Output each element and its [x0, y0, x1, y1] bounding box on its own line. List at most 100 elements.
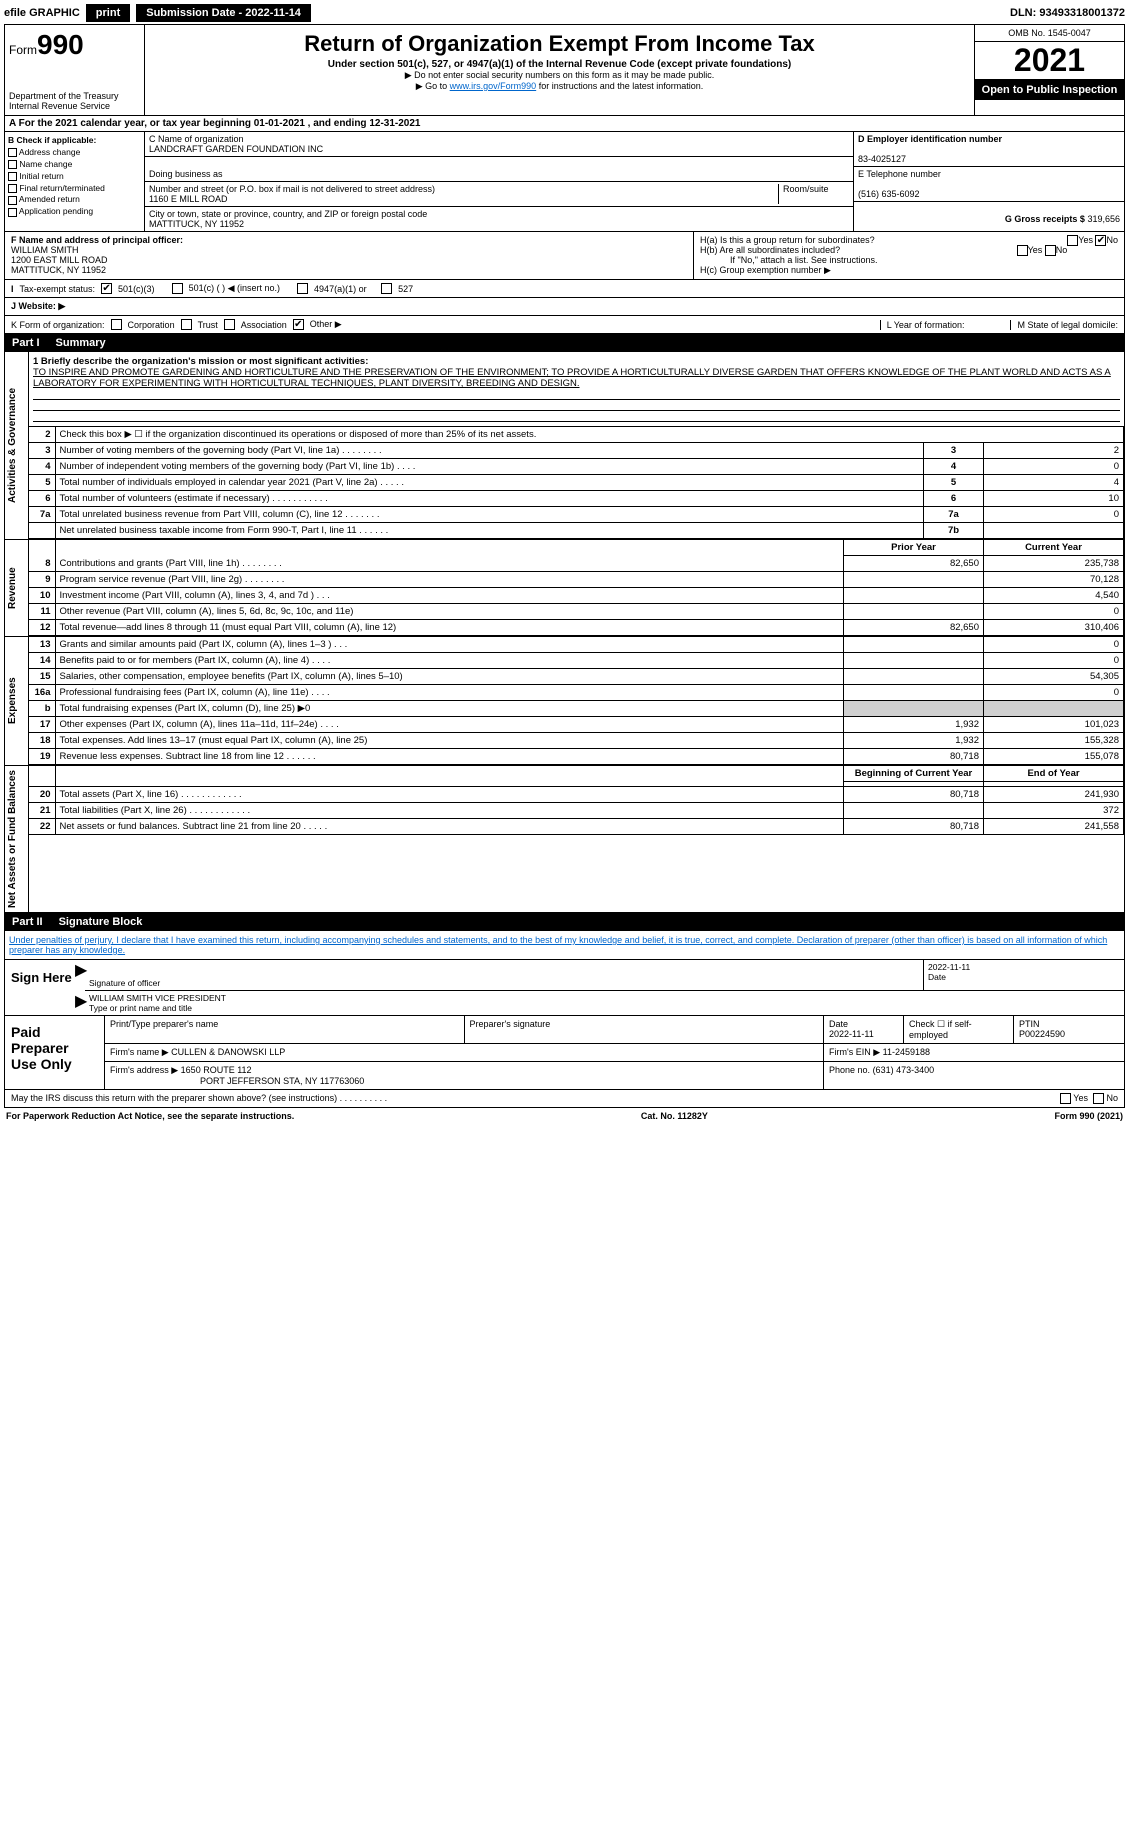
ha-row: H(a) Is this a group return for subordin…: [700, 235, 1118, 245]
submission-date-button[interactable]: Submission Date - 2022-11-14: [136, 4, 311, 22]
row-num: 11: [29, 604, 55, 620]
prior-val: [844, 572, 984, 588]
checkbox-amended[interactable]: [8, 196, 17, 205]
form-subtitle: Under section 501(c), 527, or 4947(a)(1)…: [149, 59, 970, 70]
prior-val: [844, 604, 984, 620]
prior-val: [844, 588, 984, 604]
check-4947[interactable]: [297, 283, 308, 294]
print-name-label: Type or print name and title: [89, 1003, 192, 1013]
preparer-date-label: Date: [829, 1019, 848, 1029]
check-other[interactable]: ✔: [293, 319, 304, 330]
checkbox-address-change[interactable]: [8, 148, 17, 157]
prior-val: [844, 685, 984, 701]
row-text: Other revenue (Part VIII, column (A), li…: [55, 604, 844, 620]
table-row: 20Total assets (Part X, line 16) . . . .…: [29, 787, 1124, 803]
opt-name: Name change: [19, 159, 72, 169]
check-527[interactable]: [381, 283, 392, 294]
row-box: 5: [924, 475, 984, 491]
row-box: 7b: [924, 523, 984, 539]
prior-val-shaded: [844, 701, 984, 717]
ha-no-checkbox[interactable]: ✔: [1095, 235, 1106, 246]
sign-here-label: Sign Here: [5, 960, 85, 1015]
may-discuss-row: May the IRS discuss this return with the…: [4, 1090, 1125, 1108]
row-num: 7a: [29, 507, 55, 523]
table-row: 9Program service revenue (Part VIII, lin…: [29, 572, 1124, 588]
col-c: C Name of organization LANDCRAFT GARDEN …: [145, 132, 1124, 231]
check-corp[interactable]: [111, 319, 122, 330]
print-button[interactable]: print: [86, 4, 130, 22]
current-val: 155,328: [984, 733, 1124, 749]
check-501c[interactable]: [172, 283, 183, 294]
f-label: F Name and address of principal officer:: [11, 235, 183, 245]
form-prefix: Form: [9, 43, 37, 57]
checkbox-application-pending[interactable]: [8, 208, 17, 217]
checkbox-initial-return[interactable]: [8, 172, 17, 181]
row-num: 16a: [29, 685, 55, 701]
check-assoc[interactable]: [224, 319, 235, 330]
efile-label: efile GRAPHIC: [4, 7, 80, 19]
ha-yes-checkbox[interactable]: [1067, 235, 1078, 246]
hb-yes: Yes: [1028, 245, 1043, 255]
row-num: 9: [29, 572, 55, 588]
current-val: 4,540: [984, 588, 1124, 604]
part1-header: Part I Summary: [4, 334, 1125, 352]
revenue-block: Revenue Prior YearCurrent Year 8Contribu…: [4, 540, 1125, 637]
row-box: 7a: [924, 507, 984, 523]
current-val: 235,738: [984, 556, 1124, 572]
opt-corp: Corporation: [128, 320, 175, 330]
opt-pending: Application pending: [19, 206, 93, 216]
discuss-yes-checkbox[interactable]: [1060, 1093, 1071, 1104]
hb-yes-checkbox[interactable]: [1017, 245, 1028, 256]
row-val: 2: [984, 443, 1124, 459]
table-row: 5Total number of individuals employed in…: [29, 475, 1124, 491]
current-val: 310,406: [984, 620, 1124, 636]
table-row: 14Benefits paid to or for members (Part …: [29, 653, 1124, 669]
officer-name: WILLIAM SMITH: [11, 245, 79, 255]
checkbox-name-change[interactable]: [8, 160, 17, 169]
dept-label: Department of the Treasury: [9, 91, 140, 101]
part2-label: Part II: [12, 916, 43, 928]
may-discuss-text: May the IRS discuss this return with the…: [11, 1093, 387, 1104]
row-text: Total number of individuals employed in …: [55, 475, 924, 491]
irs-link[interactable]: www.irs.gov/Form990: [450, 81, 537, 91]
row-text: Total unrelated business revenue from Pa…: [55, 507, 924, 523]
table-row: 2Check this box ▶ ☐ if the organization …: [29, 427, 1124, 443]
hb-no-checkbox[interactable]: [1045, 245, 1056, 256]
row-text: Number of independent voting members of …: [55, 459, 924, 475]
table-row: 17Other expenses (Part IX, column (A), l…: [29, 717, 1124, 733]
row-val: 4: [984, 475, 1124, 491]
paid-preparer-label: Paid Preparer Use Only: [5, 1016, 105, 1089]
table-row: 12Total revenue—add lines 8 through 11 (…: [29, 620, 1124, 636]
tax-year: 2021: [975, 42, 1124, 80]
current-val: 70,128: [984, 572, 1124, 588]
table-header: Prior YearCurrent Year: [29, 540, 1124, 556]
footer-left: For Paperwork Reduction Act Notice, see …: [6, 1111, 294, 1121]
row-text: Contributions and grants (Part VIII, lin…: [55, 556, 844, 572]
governance-table: 2Check this box ▶ ☐ if the organization …: [29, 427, 1124, 539]
row-val: [984, 523, 1124, 539]
gross-cell: G Gross receipts $ 319,656: [854, 202, 1124, 226]
discuss-no-checkbox[interactable]: [1093, 1093, 1104, 1104]
paid-preparer-block: Paid Preparer Use Only Print/Type prepar…: [4, 1016, 1125, 1090]
dba-blank: [149, 159, 849, 169]
website-label: J Website: ▶: [11, 301, 65, 312]
current-val-shaded: [984, 701, 1124, 717]
prior-val: [844, 653, 984, 669]
row-text: Revenue less expenses. Subtract line 18 …: [55, 749, 844, 765]
k-label: K Form of organization:: [11, 320, 105, 330]
city-value: MATTITUCK, NY 11952: [149, 219, 244, 229]
city-label: City or town, state or province, country…: [149, 209, 427, 219]
check-501c3[interactable]: ✔: [101, 283, 112, 294]
m-label: M State of legal domicile:: [1010, 320, 1118, 330]
row-text: Number of voting members of the governin…: [55, 443, 924, 459]
table-row: 6Total number of volunteers (estimate if…: [29, 491, 1124, 507]
checkbox-final-return[interactable]: [8, 184, 17, 193]
hc-label: H(c) Group exemption number ▶: [700, 265, 1118, 276]
sig-declaration-text[interactable]: Under penalties of perjury, I declare th…: [9, 935, 1107, 955]
mission-label: 1 Briefly describe the organization's mi…: [33, 356, 368, 367]
check-trust[interactable]: [181, 319, 192, 330]
omb-number: OMB No. 1545-0047: [975, 25, 1124, 42]
row-num: 14: [29, 653, 55, 669]
opt-assoc: Association: [241, 320, 287, 330]
current-val: 155,078: [984, 749, 1124, 765]
